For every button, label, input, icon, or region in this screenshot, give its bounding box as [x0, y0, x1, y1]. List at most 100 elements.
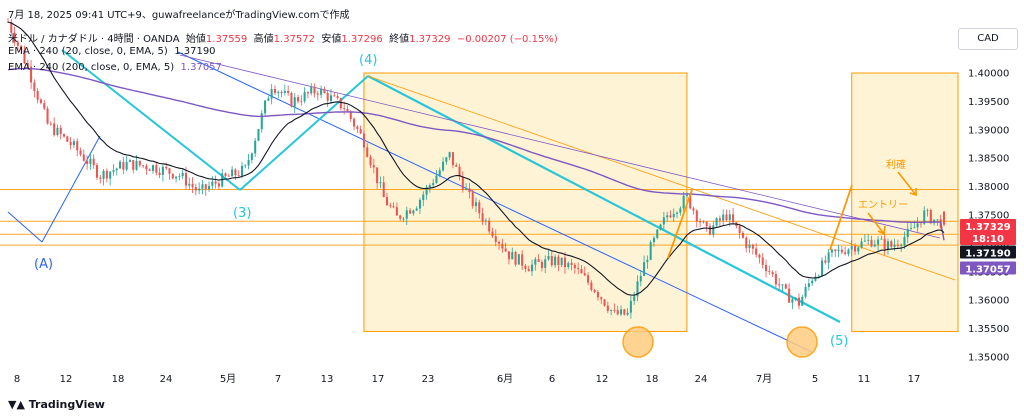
- candle: [748, 239, 751, 253]
- candle: [366, 143, 369, 158]
- candle: [886, 238, 889, 255]
- candle-body: [893, 244, 896, 247]
- candle: [830, 248, 833, 258]
- candle: [399, 214, 402, 221]
- candle-body: [300, 101, 303, 103]
- candle-body: [797, 297, 801, 306]
- candle: [46, 106, 49, 125]
- candle: [359, 125, 362, 135]
- candle: [593, 288, 596, 294]
- ema20-value: 1.37190: [174, 46, 216, 57]
- candle: [583, 266, 586, 277]
- candle-body: [145, 165, 148, 170]
- candle: [23, 45, 26, 65]
- candle: [194, 183, 197, 196]
- candle: [610, 309, 613, 316]
- candle-body: [349, 111, 352, 119]
- candle-body: [919, 223, 922, 225]
- candle-body: [461, 176, 464, 190]
- candle: [741, 230, 744, 239]
- x-tick-label: 13: [321, 374, 334, 385]
- y-tick-label: 1.39500: [968, 97, 1009, 108]
- candle: [158, 167, 161, 179]
- candle-body: [755, 248, 758, 255]
- candle: [577, 262, 580, 275]
- candle: [867, 234, 870, 245]
- candle-body: [531, 264, 534, 272]
- candle-body: [372, 165, 375, 168]
- candle: [277, 90, 280, 99]
- candle-body: [883, 238, 886, 250]
- candle: [69, 137, 72, 150]
- candle: [573, 262, 576, 274]
- candle: [517, 254, 520, 265]
- candle-body: [82, 154, 85, 161]
- candle: [626, 308, 629, 316]
- candle-body: [715, 218, 718, 226]
- wave-label-3: (3): [233, 206, 251, 221]
- candle: [853, 243, 857, 256]
- candle-body: [277, 91, 280, 94]
- close-value: 1.37329: [409, 34, 451, 45]
- candle: [95, 162, 99, 181]
- candle: [761, 252, 764, 269]
- ema20-line: [7, 21, 945, 296]
- candle: [827, 249, 830, 270]
- candle-body: [290, 92, 293, 107]
- y-tick-label: 1.37500: [968, 211, 1009, 222]
- candle: [425, 184, 428, 200]
- candle-body: [504, 248, 507, 252]
- candle-body: [577, 268, 580, 270]
- take-profit-arrow: [897, 171, 917, 197]
- candle: [554, 254, 557, 268]
- candle-body: [20, 45, 23, 51]
- candle-body: [474, 202, 478, 207]
- ema20-legend[interactable]: EMA · 240 (20, close, 0, EMA, 5) 1.37190: [8, 46, 216, 57]
- candle: [438, 167, 441, 178]
- candle: [774, 270, 777, 288]
- wave-label-5: (5): [830, 334, 848, 349]
- x-tick-label: 12: [596, 374, 609, 385]
- candle: [652, 236, 655, 247]
- candle: [240, 161, 244, 179]
- candle: [99, 174, 102, 184]
- symbol-label: 米ドル / カナダドル · 4時間 · OANDA: [8, 34, 180, 45]
- currency-button[interactable]: CAD: [958, 28, 1018, 50]
- candle: [636, 275, 639, 302]
- candle-body: [217, 183, 220, 187]
- candle: [811, 279, 814, 286]
- candle-body: [227, 175, 230, 177]
- candle-body: [346, 108, 349, 112]
- candle: [92, 154, 95, 169]
- candle: [178, 173, 181, 181]
- channel-line-a1: [7, 211, 43, 243]
- candle-body: [194, 187, 197, 191]
- candle-body: [26, 63, 29, 67]
- candle-body: [573, 264, 576, 269]
- candle-body: [267, 98, 270, 101]
- candle: [36, 88, 39, 104]
- y-tick-label: 1.35500: [968, 324, 1009, 335]
- candle-body: [682, 195, 685, 209]
- candle-body: [471, 192, 474, 207]
- candle-body: [313, 87, 316, 94]
- candle-body: [72, 141, 75, 146]
- candle: [13, 26, 16, 47]
- candle: [906, 223, 909, 244]
- wave-label-a: (A): [34, 257, 53, 272]
- ema200-legend[interactable]: EMA · 240 (200, close, 0, EMA, 5) 1.3705…: [8, 62, 222, 73]
- candle-body: [422, 194, 425, 200]
- candle: [402, 216, 405, 223]
- candle-body: [517, 254, 520, 265]
- candle: [211, 176, 214, 190]
- trend-lines: [7, 49, 956, 353]
- candle-body: [366, 147, 369, 157]
- candle: [231, 165, 234, 177]
- candle-body: [389, 205, 392, 207]
- candle: [435, 169, 438, 184]
- candle: [468, 182, 471, 199]
- x-tick-label: 6: [549, 374, 555, 385]
- candle-body: [613, 310, 616, 311]
